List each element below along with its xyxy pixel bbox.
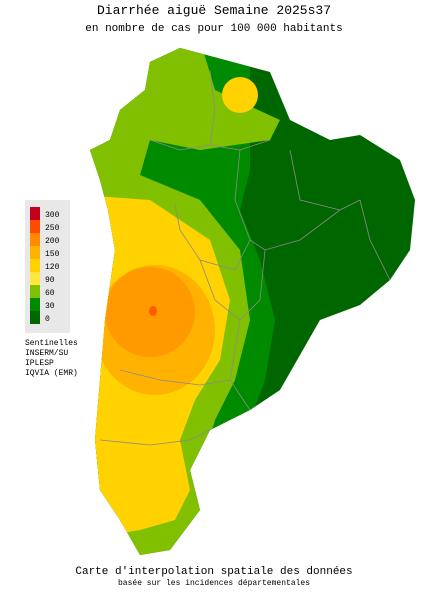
interpolation-map [90,48,415,555]
source-label: INSERM/SU [25,349,68,358]
legend-swatch [30,298,40,311]
legend-label: 60 [45,289,55,298]
department-borders [99,69,391,446]
legend-swatch [30,233,40,246]
legend-swatch [30,207,40,220]
legend-label: 30 [45,302,55,311]
legend-label: 90 [45,276,55,285]
legend-swatch [30,220,40,233]
legend-label: 0 [45,315,50,324]
subtitle: en nombre de cas pour 100 000 habitants [85,23,342,35]
legend-label: 120 [45,263,60,272]
legend-label: 250 [45,224,60,233]
legend-swatch [30,246,40,259]
source-label: Sentinelles [25,339,78,348]
footer-subtitle: basée sur les incidences départementales [118,579,310,588]
legend-label: 300 [45,211,60,220]
legend-swatch [30,272,40,285]
legend-swatch [30,311,40,324]
legend-label: 150 [45,250,60,259]
legend-swatch [30,259,40,272]
title: Diarrhée aiguë Semaine 2025s37 [97,3,331,18]
legend-swatch [30,285,40,298]
source-label: IPLESP [25,359,54,368]
source-label: IQVIA (EMR) [25,369,78,378]
legend-label: 200 [45,237,60,246]
footer-title: Carte d'interpolation spatiale des donné… [75,566,352,578]
